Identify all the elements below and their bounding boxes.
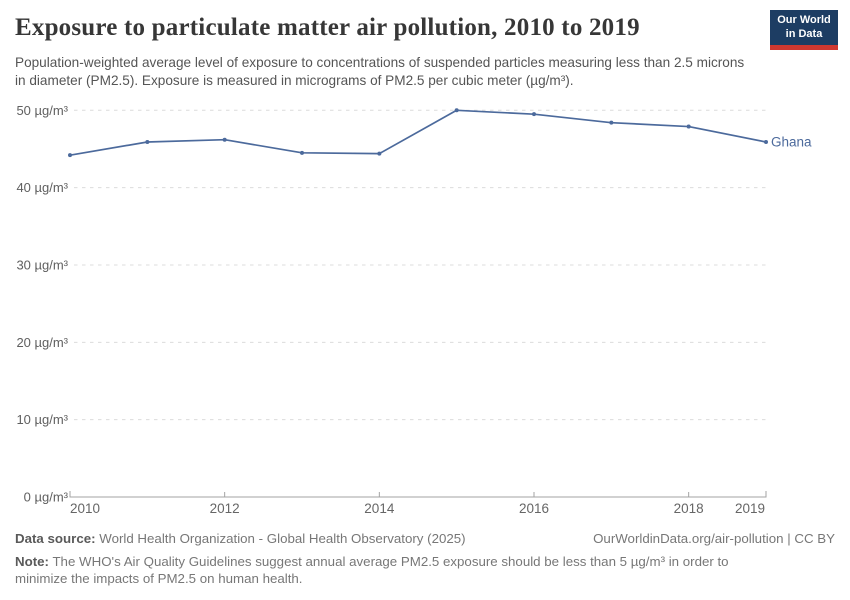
x-axis-tick-label: 2010: [70, 501, 100, 516]
data-point: [609, 120, 614, 125]
line-chart: 0 µg/m³ 10 µg/m³ 20 µg/m³ 30 µg/m³ 40 µg/m³ 5…: [16, 103, 812, 516]
data-source-text: World Health Organization - Global Healt…: [95, 531, 466, 546]
owid-logo: Our World in Data: [770, 10, 838, 50]
x-axis-tick-label: 2016: [519, 501, 549, 516]
series-label-ghana: Ghana: [771, 135, 812, 150]
x-axis-tick-label: 2014: [364, 501, 395, 516]
x-axis-tick-label: 2018: [674, 501, 704, 516]
data-line-ghana: [69, 109, 767, 156]
page-title: Exposure to particulate matter air pollu…: [15, 14, 640, 41]
data-point: [532, 112, 536, 117]
data-point: [764, 140, 768, 145]
data-point: [145, 140, 150, 145]
y-axis-tick-label: 20 µg/m³: [16, 335, 68, 350]
x-axis-tick-label: 2012: [210, 501, 240, 516]
data-point: [300, 150, 304, 155]
y-axis-tick-label: 50 µg/m³: [16, 103, 68, 118]
note-text: The WHO's Air Quality Guidelines suggest…: [15, 554, 729, 587]
citation: OurWorldinData.org/air-pollution | CC BY: [593, 531, 835, 546]
owid-logo-line1: Our World: [777, 14, 831, 26]
y-axis-tick-label: 10 µg/m³: [16, 412, 68, 427]
data-source: Data source: World Health Organization -…: [15, 531, 466, 546]
x-axis: [69, 491, 767, 498]
y-axis-tick-label: 40 µg/m³: [16, 180, 68, 195]
x-axis-tick-label: 2019: [735, 501, 765, 516]
owid-logo-line2: in Data: [785, 27, 823, 40]
footer-source-row: Data source: World Health Organization -…: [15, 531, 835, 546]
footer-note: Note: The WHO's Air Quality Guidelines s…: [15, 553, 765, 587]
data-point: [377, 151, 382, 156]
chart-subtitle: Population-weighted average level of exp…: [15, 55, 745, 88]
data-source-label: Data source:: [15, 531, 96, 546]
note-label: Note:: [15, 554, 49, 569]
data-point: [454, 108, 459, 113]
data-point: [68, 153, 72, 158]
y-axis-tick-label: 0 µg/m³: [24, 490, 69, 505]
data-point: [222, 137, 227, 142]
y-axis-tick-label: 30 µg/m³: [16, 257, 68, 272]
data-point: [686, 124, 691, 129]
